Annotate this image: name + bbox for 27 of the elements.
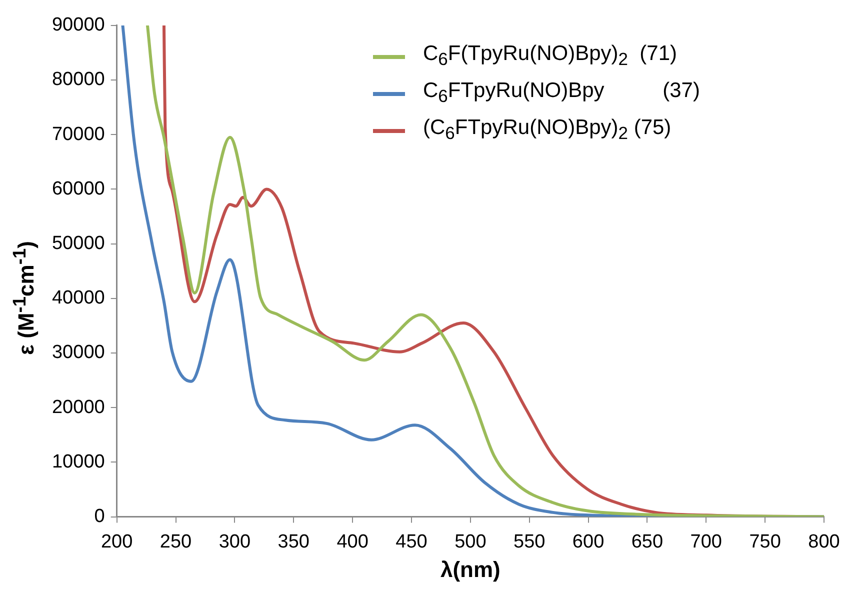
y-tick-label: 40000	[52, 288, 105, 309]
y-tick-label: 30000	[52, 342, 105, 364]
x-tick-label: 350	[278, 531, 310, 552]
y-tick-label: 70000	[52, 124, 105, 145]
x-tick-label: 450	[396, 531, 428, 552]
x-tick-label: 650	[631, 531, 664, 552]
x-tick-label: 700	[690, 531, 722, 552]
legend-label: C$_{6}$FTpyRu(NO)Bpy (37)	[423, 78, 700, 108]
y-tick-label: 60000	[52, 178, 105, 200]
x-tick-label: 550	[513, 531, 546, 552]
x-tick-label: 300	[218, 531, 251, 552]
x-tick-label: 750	[749, 531, 781, 552]
x-tick-label: 500	[454, 531, 486, 552]
x-tick-label: 800	[808, 531, 840, 552]
y-tick-label: 10000	[52, 451, 105, 472]
x-axis-title: λ(nm)	[440, 556, 500, 582]
legend-label: (C$_{6}$FTpyRu(NO)Bpy)$_{2}$ (75)	[423, 115, 672, 146]
legend-label: C$_{6}$F(TpyRu(NO)Bpy)$_{2}$ (71)	[423, 41, 677, 72]
y-tick-label: 0	[94, 506, 105, 528]
x-tick-label: 600	[572, 531, 604, 552]
x-tick-label: 400	[336, 531, 368, 552]
x-tick-label: 200	[100, 531, 133, 552]
y-tick-label: 90000	[52, 14, 105, 36]
x-tick-label: 250	[160, 531, 192, 552]
y-tick-label: 20000	[52, 396, 105, 418]
y-tick-label: 50000	[52, 233, 105, 254]
y-tick-label: 80000	[52, 69, 105, 90]
